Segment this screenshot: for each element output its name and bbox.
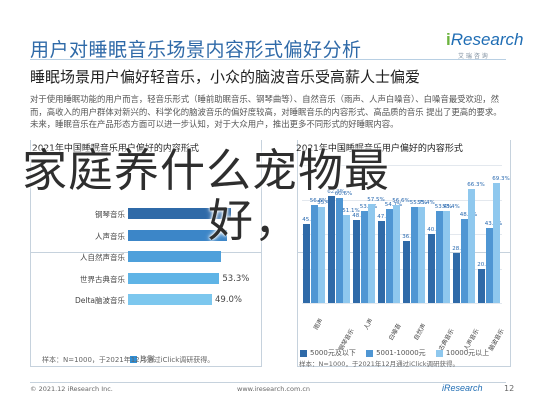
bar-value-label: 51.1% bbox=[342, 207, 360, 214]
bar bbox=[303, 224, 311, 303]
bar-value-label: 60.6% bbox=[334, 191, 353, 198]
page-title: 用户对睡眠音乐场景内容形式偏好分析 bbox=[30, 39, 362, 61]
bar bbox=[410, 206, 418, 303]
bar bbox=[403, 240, 411, 303]
overlay-headline: 家庭养什么宠物最 好， bbox=[22, 146, 527, 246]
footer-divider bbox=[30, 382, 506, 383]
bar-value-label: 53.4% bbox=[434, 203, 453, 210]
left-chart-panel-lower bbox=[30, 253, 262, 367]
horizontal-bar-chart: 钢琴音乐人声音乐人自然声音乐 世界古典音乐 53.3% Delta脑波音乐 49.0% bbox=[30, 205, 262, 355]
legend-swatch-1 bbox=[300, 349, 307, 357]
bar bbox=[468, 188, 476, 303]
right-chart-legend: 5000元及以下 5001-10000元 10000元以上 bbox=[300, 348, 489, 358]
page-subtitle: 睡眠场景用户偏好轻音乐，小众的脑波音乐受高薪人士偏爱 bbox=[30, 68, 421, 86]
bar bbox=[353, 219, 361, 303]
overlay-line-2: 好， bbox=[208, 194, 301, 247]
bar bbox=[393, 205, 401, 303]
bar bbox=[453, 253, 461, 303]
bar-value-label: 54.7% bbox=[385, 202, 402, 208]
bar-value-label: 53.3% bbox=[222, 273, 250, 284]
bar bbox=[485, 227, 493, 303]
bar-category-label: 人自然声音乐 bbox=[80, 253, 125, 262]
bar bbox=[368, 203, 376, 303]
bar-value-label: 66.3% bbox=[467, 181, 485, 188]
left-chart-legend: 比例 bbox=[130, 354, 154, 364]
bar bbox=[335, 198, 343, 303]
gridline bbox=[302, 303, 502, 304]
gridline bbox=[302, 165, 502, 166]
left-chart-note: 样本：N=1000，于2021年12月通过iClick调研获得。 bbox=[42, 356, 215, 364]
left-chart-title: 2021年中国睡眠音乐用户偏好的内容形式 bbox=[32, 144, 199, 154]
bar bbox=[378, 220, 386, 303]
bar bbox=[478, 268, 486, 303]
bar-value-label: 62.3% bbox=[327, 188, 345, 195]
bar bbox=[443, 210, 451, 303]
bar bbox=[128, 294, 212, 305]
bar bbox=[418, 207, 426, 303]
bar-value-label: 69.3% bbox=[492, 176, 510, 183]
bar bbox=[385, 208, 393, 303]
description-text: 对于使用睡眠功能的用户而言，轻音乐形式（睡前助眠音乐、钢琴曲等）、自然音乐（雨声… bbox=[30, 94, 502, 129]
right-chart-note: 样本：N=1000，于2021年12月通过iClick调研获得。 bbox=[299, 360, 459, 368]
bar-category-label: 人声音乐 bbox=[95, 231, 125, 241]
bar bbox=[428, 233, 436, 303]
bar bbox=[128, 251, 221, 262]
legend-swatch-2 bbox=[366, 349, 374, 357]
bar bbox=[318, 207, 326, 303]
bar bbox=[328, 195, 336, 303]
page-number: 12 bbox=[504, 384, 515, 393]
bar bbox=[128, 272, 220, 284]
bar bbox=[360, 211, 368, 303]
bar-value-label: 53.4% bbox=[442, 203, 460, 210]
bar-value-label: 55.7% bbox=[409, 199, 428, 206]
overlay-line-1: 家庭养什么宠物最 bbox=[22, 144, 391, 197]
grouped-bar-chart: 45.7%56.8%55.4%雨声62.3%60.6%51.1%钢琴音乐48.3… bbox=[302, 165, 510, 352]
bar bbox=[128, 208, 232, 219]
bar bbox=[128, 229, 228, 241]
iresearch-logo: iResearch 艾 瑞 咨 询 bbox=[436, 30, 524, 60]
bar-value-label: 49.0% bbox=[215, 295, 243, 305]
bar bbox=[435, 210, 443, 303]
bar-value-label: 56.6% bbox=[392, 198, 410, 205]
brand-subtitle: 艾 瑞 咨 询 bbox=[458, 53, 488, 60]
bar-value-label: 57.5% bbox=[367, 196, 385, 203]
bar bbox=[310, 205, 318, 303]
bar bbox=[493, 183, 501, 303]
bar-category-label: Delta脑波音乐 bbox=[74, 296, 125, 305]
bar-value-label: 55.4% bbox=[417, 200, 435, 207]
bar-category-label: 钢琴音乐 bbox=[95, 210, 125, 219]
bar-value-label: 56.8% bbox=[309, 198, 328, 205]
legend-swatch-3 bbox=[435, 349, 443, 357]
bar-category-label: 世界古典音乐 bbox=[80, 274, 125, 284]
right-chart-title: 2021年中国睡眠音乐用户偏好的内容形式 bbox=[296, 144, 463, 154]
gridline bbox=[302, 199, 502, 201]
gridline bbox=[302, 234, 502, 235]
footer-url[interactable]: www.iresearch.com.cn bbox=[237, 385, 311, 393]
title-divider bbox=[30, 59, 506, 60]
footer-copyright: © 2021.12 iResearch Inc. bbox=[30, 385, 113, 393]
gridline bbox=[302, 268, 502, 270]
footer-brand: iResearch bbox=[442, 383, 483, 393]
right-chart-panel-lower bbox=[297, 253, 511, 367]
brand-wordmark: iResearch bbox=[446, 30, 524, 49]
legend-swatch bbox=[130, 355, 137, 363]
bar bbox=[343, 214, 351, 303]
bar-value-label: 55.4% bbox=[317, 200, 335, 207]
bar bbox=[460, 219, 468, 303]
